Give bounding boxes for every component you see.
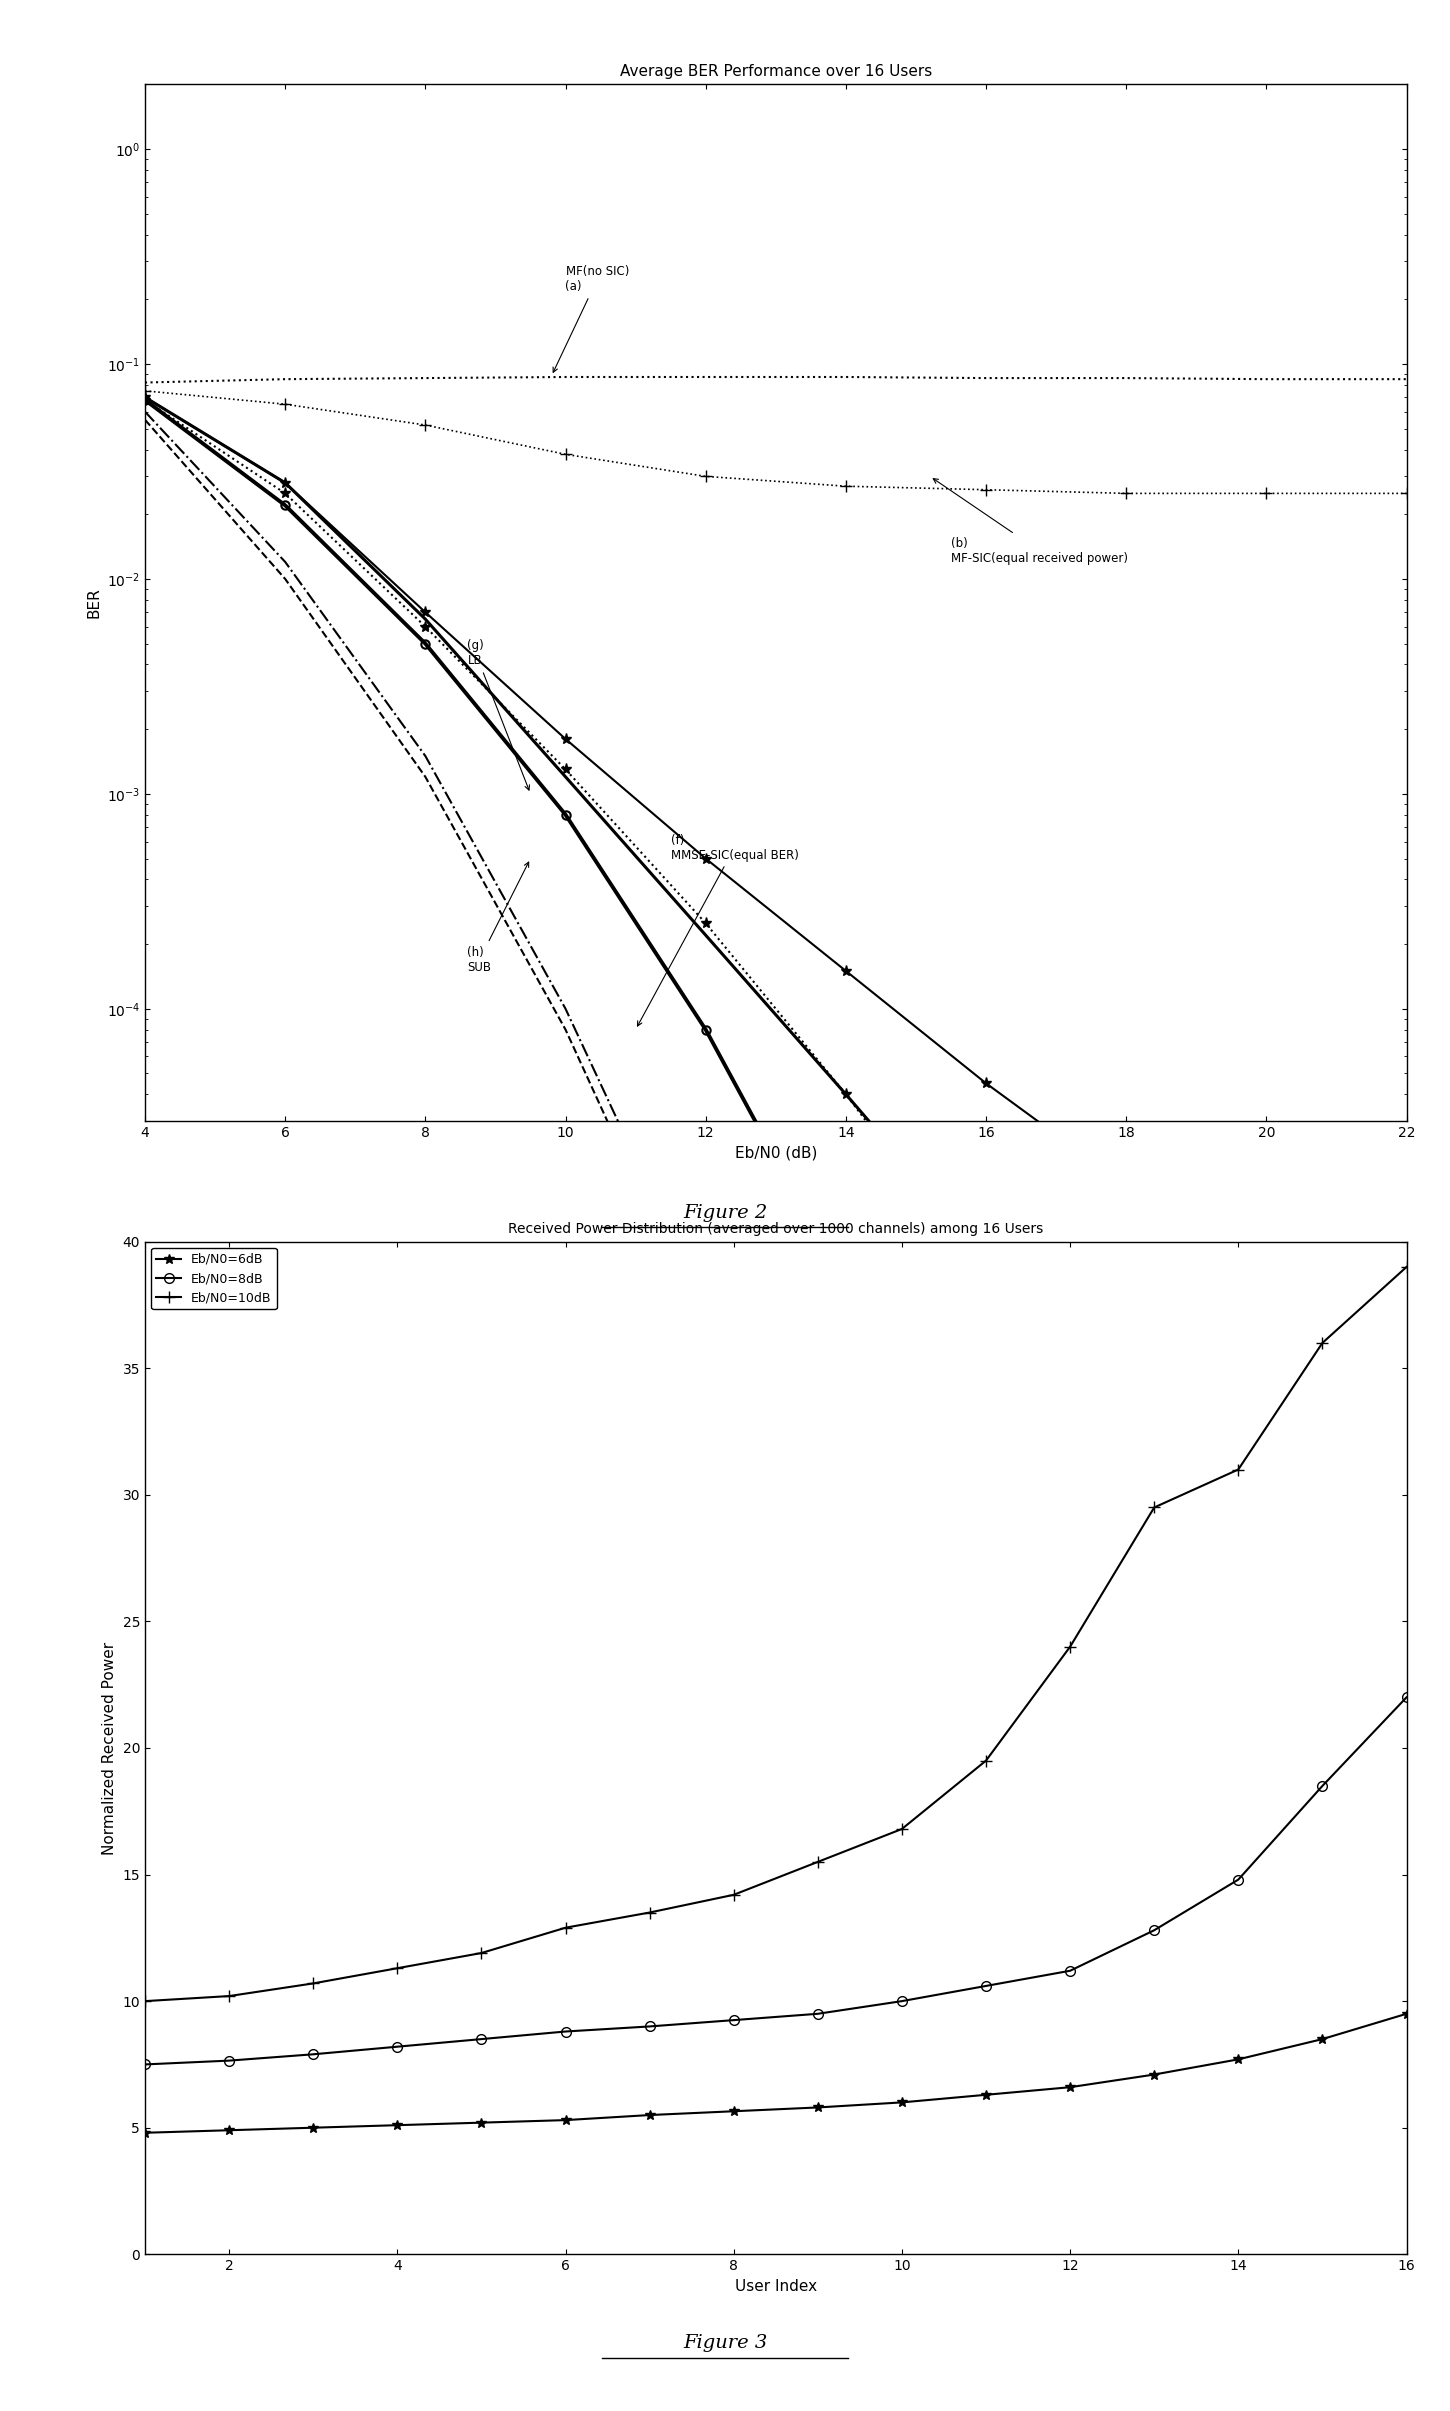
Eb/N0=10dB — [304, 1970, 322, 1999]
Eb/N0=6dB — [389, 2110, 406, 2139]
Eb/N0=6dB — [136, 2119, 154, 2148]
Eb/N0=10dB — [389, 1953, 406, 1982]
Text: (g)
LB: (g) LB — [467, 639, 529, 791]
Text: Figure 3: Figure 3 — [683, 2334, 767, 2353]
Eb/N0=6dB — [977, 2081, 995, 2110]
Eb/N0=10dB — [473, 1938, 490, 1967]
Legend: Eb/N0=6dB, Eb/N0=8dB, Eb/N0=10dB: Eb/N0=6dB, Eb/N0=8dB, Eb/N0=10dB — [151, 1249, 277, 1309]
Eb/N0=8dB — [1398, 1683, 1415, 1712]
Eb/N0=10dB — [1230, 1456, 1247, 1485]
Eb/N0=10dB — [893, 1815, 911, 1844]
Eb/N0=10dB — [977, 1746, 995, 1774]
Line: Eb/N0=6dB: Eb/N0=6dB — [141, 2008, 1411, 2139]
Eb/N0=8dB — [220, 2047, 238, 2076]
X-axis label: Eb/N0 (dB): Eb/N0 (dB) — [735, 1145, 816, 1160]
Eb/N0=10dB — [1314, 1328, 1331, 1357]
Title: Received Power Distribution (averaged over 1000 channels) among 16 Users: Received Power Distribution (averaged ov… — [507, 1222, 1044, 1237]
Eb/N0=6dB — [557, 2105, 574, 2134]
Eb/N0=8dB — [725, 2006, 742, 2035]
Eb/N0=8dB — [809, 1999, 826, 2028]
Eb/N0=6dB — [304, 2112, 322, 2143]
Eb/N0=8dB — [1061, 1955, 1079, 1984]
Eb/N0=6dB — [473, 2107, 490, 2136]
Eb/N0=6dB — [641, 2100, 658, 2129]
Eb/N0=6dB — [1398, 1999, 1415, 2028]
Line: Eb/N0=8dB: Eb/N0=8dB — [141, 1693, 1411, 2069]
Eb/N0=8dB — [1146, 1917, 1163, 1946]
Eb/N0=8dB — [893, 1987, 911, 2016]
Eb/N0=8dB — [1230, 1866, 1247, 1895]
Line: Eb/N0=10dB: Eb/N0=10dB — [139, 1261, 1412, 2006]
Eb/N0=8dB — [136, 2049, 154, 2078]
Eb/N0=8dB — [1314, 1772, 1331, 1801]
Eb/N0=10dB — [1398, 1254, 1415, 1283]
Eb/N0=6dB — [1314, 2025, 1331, 2054]
Eb/N0=6dB — [1230, 2045, 1247, 2073]
Eb/N0=8dB — [304, 2040, 322, 2069]
Eb/N0=6dB — [220, 2117, 238, 2146]
Eb/N0=6dB — [725, 2098, 742, 2127]
Eb/N0=8dB — [389, 2032, 406, 2061]
Eb/N0=10dB — [136, 1987, 154, 2016]
Eb/N0=8dB — [977, 1972, 995, 2001]
Y-axis label: Normalized Received Power: Normalized Received Power — [102, 1642, 117, 1854]
Eb/N0=10dB — [1061, 1632, 1079, 1661]
Eb/N0=10dB — [725, 1881, 742, 1910]
Text: (h)
SUB: (h) SUB — [467, 863, 529, 974]
X-axis label: User Index: User Index — [735, 2278, 816, 2293]
Eb/N0=8dB — [557, 2018, 574, 2047]
Eb/N0=6dB — [893, 2088, 911, 2117]
Eb/N0=8dB — [473, 2025, 490, 2054]
Eb/N0=10dB — [557, 1914, 574, 1943]
Eb/N0=6dB — [809, 2093, 826, 2122]
Text: (f)
MMSE-SIC(equal BER): (f) MMSE-SIC(equal BER) — [638, 834, 799, 1027]
Eb/N0=10dB — [641, 1897, 658, 1926]
Eb/N0=8dB — [641, 2011, 658, 2040]
Text: (b)
MF-SIC(equal received power): (b) MF-SIC(equal received power) — [934, 480, 1128, 564]
Eb/N0=10dB — [1146, 1492, 1163, 1521]
Text: MF(no SIC)
(a): MF(no SIC) (a) — [552, 265, 629, 371]
Text: Figure 2: Figure 2 — [683, 1203, 767, 1222]
Eb/N0=6dB — [1061, 2073, 1079, 2102]
Y-axis label: BER: BER — [86, 588, 102, 617]
Eb/N0=6dB — [1146, 2059, 1163, 2088]
Title: Average BER Performance over 16 Users: Average BER Performance over 16 Users — [619, 65, 932, 80]
Eb/N0=10dB — [220, 1982, 238, 2011]
Eb/N0=10dB — [809, 1847, 826, 1876]
